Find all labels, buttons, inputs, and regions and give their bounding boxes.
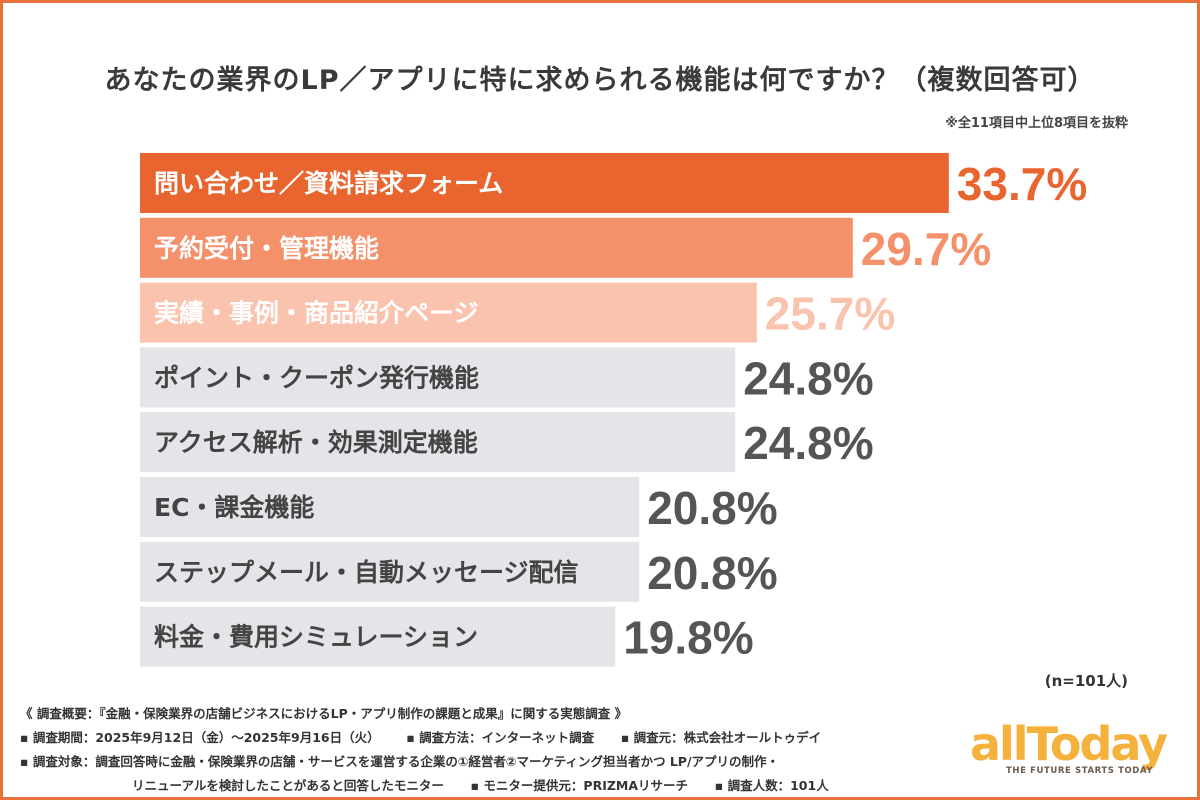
footer-organizer: ▪ 調査元：株式会社オールトゥデイ <box>620 730 822 745</box>
value-label-3: 25.7% <box>765 288 895 340</box>
value-label-8: 19.8% <box>623 612 753 664</box>
value-label-4: 24.8% <box>743 352 873 404</box>
footer-target-line1: ▪ 調査対象：調査回答時に金融・保険業界の店舗・サービスを運営する企業の①経営者… <box>20 754 780 769</box>
value-label-5: 24.8% <box>743 417 873 469</box>
bar-3 <box>140 282 757 343</box>
bar-label-4: ポイント・クーポン発行機能 <box>154 363 479 392</box>
logo-wordmark: allToday <box>970 717 1168 771</box>
bar-5 <box>140 412 736 473</box>
footer-target-line2: リニューアルを検討したことがあると回答したモニター <box>132 778 444 793</box>
bar-1 <box>140 153 949 213</box>
bar-label-8: 料金・費用シミュレーション <box>154 623 478 652</box>
value-label-6: 20.8% <box>647 482 777 534</box>
bar-8 <box>140 606 616 667</box>
bar-label-3: 実績・事例・商品紹介ページ <box>154 299 479 328</box>
chart-note: ※全11項目中上位8項目を抜粋 <box>945 116 1128 131</box>
value-label-7: 20.8% <box>647 547 777 599</box>
footer-provider: ▪ モニター提供元：PRIZMAリサーチ <box>470 778 689 793</box>
value-label-1: 33.7% <box>957 158 1087 210</box>
footer-count: ▪ 調査人数：101人 <box>714 778 829 793</box>
alltoday-logo: allToday THE FUTURE STARTS TODAY <box>970 720 1170 782</box>
footer-period: ▪ 調査期間：2025年9月12日（金）〜2025年9月16日（火） <box>20 730 380 745</box>
bar-7 <box>140 541 640 602</box>
bar-label-2: 予約受付・管理機能 <box>154 234 379 263</box>
bar-label-5: アクセス解析・効果測定機能 <box>154 428 478 457</box>
sample-size: (n=101人) <box>1044 672 1128 690</box>
bar-4 <box>140 347 736 408</box>
footer-method: ▪ 調査方法：インターネット調査 <box>406 730 595 745</box>
footer-row-1: ▪ 調査期間：2025年9月12日（金）〜2025年9月16日（火） ▪ 調査方… <box>20 726 829 750</box>
bar-label-1: 問い合わせ／資料請求フォーム <box>154 169 503 198</box>
bar-label-6: EC・課金機能 <box>154 493 314 522</box>
footer-overview: 《 調査概要：『金融・保険業界の店舗ビジネスにおけるLP・アプリ制作の課題と成果… <box>20 706 628 721</box>
bar-label-7: ステップメール・自動メッセージ配信 <box>154 558 579 587</box>
value-label-2: 29.7% <box>861 223 991 275</box>
footer-row-3: リニューアルを検討したことがあると回答したモニター ▪ モニター提供元：PRIZ… <box>20 774 829 798</box>
logo-tagline: THE FUTURE STARTS TODAY <box>1006 766 1154 776</box>
bar-6 <box>140 477 640 537</box>
bar-2 <box>140 217 853 278</box>
chart-title: あなたの業界のLP／アプリに特に求められる機能は何ですか？（複数回答可） <box>104 65 1096 96</box>
survey-footer: 《 調査概要：『金融・保険業界の店舗ビジネスにおけるLP・アプリ制作の課題と成果… <box>20 702 829 798</box>
